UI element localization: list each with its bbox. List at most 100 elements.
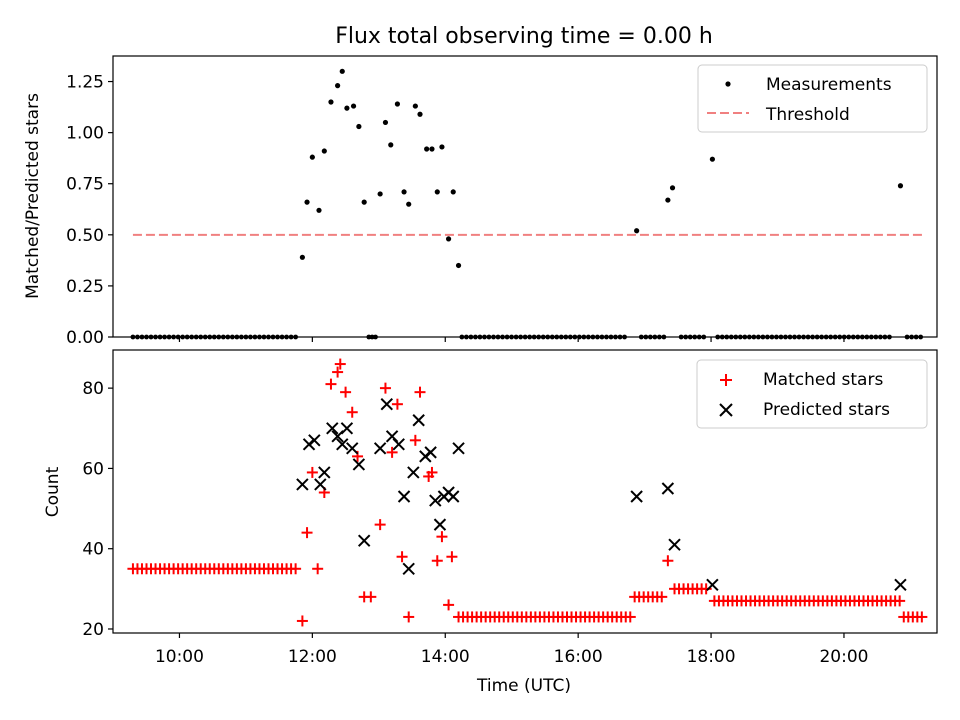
matched-star-marker <box>391 398 403 410</box>
bottom-x-tick-label: 20:00 <box>819 647 868 667</box>
measurement-point <box>316 207 322 213</box>
measurement-point <box>445 236 452 242</box>
matched-star-marker <box>365 591 377 603</box>
matched-star-marker <box>301 527 313 539</box>
bottom-x-tick-label: 12:00 <box>288 647 337 667</box>
measurement-point <box>412 103 418 109</box>
matched-star-marker <box>436 531 448 543</box>
measurement-point <box>424 146 430 152</box>
measurement-point <box>304 199 310 205</box>
measurement-point <box>417 111 423 117</box>
matched-star-marker <box>403 611 415 623</box>
top-y-tick-label: 0.50 <box>66 226 104 246</box>
matched-star-marker <box>396 551 408 563</box>
predicted-star-marker <box>661 482 675 495</box>
bottom-y-tick-label: 20 <box>82 620 104 640</box>
matched-star-marker <box>306 466 318 478</box>
predicted-star-marker <box>429 494 442 507</box>
predicted-star-marker <box>424 446 437 459</box>
predicted-star-marker <box>296 478 309 491</box>
predicted-star-marker <box>380 397 393 411</box>
bottom-axes-frame <box>112 349 938 634</box>
matched-star-marker <box>443 599 455 611</box>
legend-measurements-label: Measurements <box>766 75 892 95</box>
measurement-point <box>897 183 904 189</box>
predicted-star-marker <box>326 422 339 435</box>
predicted-star-marker <box>308 434 321 447</box>
bottom-x-ticks: 10:00 12:00 14:00 16:00 18:00 20:00 <box>155 633 868 667</box>
predicted-star-marker <box>452 442 465 455</box>
bottom-legend-box <box>696 359 928 429</box>
top-legend: Measurements Threshold <box>697 64 928 133</box>
matched-star-marker <box>346 406 358 418</box>
measurement-point <box>401 189 407 195</box>
predicted-star-marker <box>630 490 643 503</box>
predicted-star-marker <box>402 562 415 575</box>
legend-matched-marker <box>720 374 732 386</box>
measurement-point <box>665 197 671 203</box>
matched-star-marker <box>656 591 668 603</box>
predicted-star-marker <box>373 442 387 455</box>
predicted-star-marker <box>346 442 359 455</box>
x-axis-label: Time (UTC) <box>476 676 571 696</box>
legend-measurement-marker <box>725 81 731 87</box>
measurement-point <box>361 199 367 205</box>
top-y-tick-label: 1.25 <box>66 73 104 93</box>
top-y-tick-label: 1.00 <box>66 124 104 144</box>
measurement-point <box>382 119 389 126</box>
top-axes-frame <box>112 55 938 338</box>
measurement-point <box>309 154 315 160</box>
predicted-star-marker <box>894 578 907 592</box>
matched-star-marker <box>334 358 346 370</box>
predicted-star-marker <box>340 422 354 435</box>
bottom-plot-area <box>127 358 928 627</box>
matched-star-marker <box>290 563 302 575</box>
measurement-point <box>388 142 394 148</box>
bottom-x-tick-label: 14:00 <box>421 647 470 667</box>
top-legend-box <box>697 64 928 133</box>
measurement-point <box>709 156 715 162</box>
top-y-ticks: 0.00 0.25 0.50 0.75 1.00 1.25 <box>66 73 113 348</box>
predicted-star-marker <box>314 478 327 491</box>
bottom-x-tick-label: 10:00 <box>155 647 204 667</box>
matched-star-marker <box>325 378 337 390</box>
measurement-point <box>429 146 435 152</box>
measurement-point <box>321 148 327 154</box>
measurement-point <box>356 123 362 130</box>
measurement-point <box>455 262 462 269</box>
measurement-point <box>634 228 640 234</box>
measurement-point <box>328 99 334 105</box>
matched-star-marker <box>414 386 426 398</box>
top-y-axis-label: Matched/Predicted stars <box>23 93 43 299</box>
predicted-star-marker <box>412 414 425 427</box>
predicted-star-marker <box>352 458 366 471</box>
matched-star-marker <box>426 466 438 478</box>
measurement-point <box>377 191 383 197</box>
predicted-star-marker <box>706 578 719 592</box>
bottom-y-tick-label: 40 <box>82 540 104 560</box>
measurement-point <box>339 68 345 74</box>
predicted-star-marker <box>433 518 447 531</box>
matched-star-marker <box>916 611 928 623</box>
matched-star-marker <box>894 595 906 607</box>
predicted-star-marker <box>336 438 349 451</box>
matched-star-marker <box>296 615 308 627</box>
predicted-star-marker <box>392 438 405 451</box>
top-x-ticks <box>178 337 845 342</box>
measurement-point <box>434 189 440 195</box>
bottom-x-tick-label: 18:00 <box>687 647 736 667</box>
matched-star-marker <box>446 551 458 563</box>
matched-star-marker <box>386 446 398 458</box>
legend-threshold-label: Threshold <box>765 105 850 125</box>
bottom-x-tick-label: 16:00 <box>554 647 603 667</box>
matched-star-marker <box>332 366 344 378</box>
measurement-point <box>350 103 357 109</box>
predicted-star-marker <box>447 490 460 503</box>
matched-star-marker <box>312 563 324 575</box>
measurement-point <box>344 105 350 111</box>
matched-star-marker <box>409 434 421 446</box>
matched-star-marker <box>662 555 674 567</box>
top-panel: 0.00 0.25 0.50 0.75 1.00 1.25 Matched/Predict… <box>23 55 938 348</box>
